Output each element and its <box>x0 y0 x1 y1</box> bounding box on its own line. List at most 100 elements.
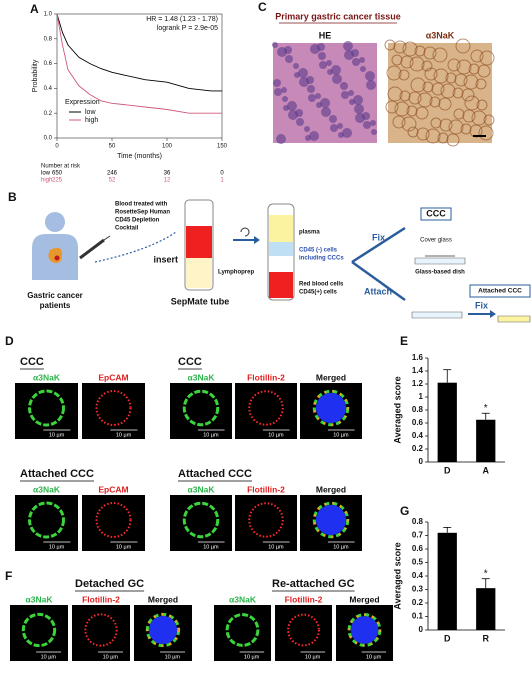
nucleus <box>343 41 353 51</box>
blood <box>186 226 212 258</box>
treatment: Cocktail <box>115 226 139 232</box>
nucleus <box>315 392 347 424</box>
risk-value: 225 <box>52 178 63 184</box>
significance: * <box>484 403 488 414</box>
tumor <box>54 255 60 261</box>
group-title: CCC <box>178 356 202 368</box>
y-tick-label: 0.0 <box>44 136 53 142</box>
cell <box>429 96 441 108</box>
y-tick-label: 0.6 <box>412 544 424 553</box>
nucleus <box>359 57 365 63</box>
stain <box>225 613 260 647</box>
layer-label: CD45 (-) cells <box>299 248 338 254</box>
y-tick-label: 0.2 <box>412 598 424 607</box>
cell <box>455 38 471 54</box>
legend-title: Expression <box>65 99 100 106</box>
legend-entry: high <box>85 117 98 124</box>
channel-label: Flotillin-2 <box>247 484 285 494</box>
syringe <box>79 238 105 260</box>
nucleus <box>354 104 364 114</box>
nucleus <box>284 46 292 54</box>
micrograph <box>82 495 145 551</box>
nucleus <box>315 93 321 99</box>
channel-label: Flotillin-2 <box>285 594 323 604</box>
y-tick-label: 0.8 <box>412 517 424 526</box>
lymphoprep-label: Lymphoprep <box>218 270 254 276</box>
scale-bar-label: 10 µm <box>333 432 349 438</box>
stain <box>146 613 180 647</box>
cell <box>477 64 491 78</box>
risk-row-label: low <box>41 171 51 177</box>
risk-value: 1 <box>220 178 224 184</box>
nucleus <box>308 94 316 102</box>
insert-label: insert <box>153 254 178 264</box>
scale-bar-label: 10 µm <box>203 544 219 550</box>
survival-curve <box>56 13 222 92</box>
cell <box>402 41 418 57</box>
nucleus <box>342 128 352 138</box>
y-tick-label: 0.7 <box>412 531 424 540</box>
y-tick-label: 0.4 <box>412 431 424 440</box>
box <box>469 284 531 298</box>
nucleus <box>360 66 366 72</box>
stain <box>182 389 220 427</box>
y-tick-label: 0.6 <box>412 418 424 427</box>
arrow <box>94 231 177 263</box>
scale-bar-label: 10 µm <box>165 654 181 660</box>
y-tick-label: 0.4 <box>412 571 424 580</box>
channel-label: α3NaK <box>33 484 61 494</box>
y-tick-label: 0.1 <box>412 612 424 621</box>
cell <box>454 73 468 87</box>
risk-value: 52 <box>109 178 116 184</box>
y-tick-label: 1.4 <box>412 366 424 375</box>
nucleus <box>287 101 297 111</box>
x-tick-label: R <box>483 633 490 643</box>
panel-label: F <box>5 569 12 583</box>
y-tick-label: 1.0 <box>44 12 53 18</box>
nucleus <box>371 129 377 135</box>
cell <box>399 90 411 102</box>
cell <box>386 65 402 81</box>
y-tick-label: 0 <box>419 625 424 634</box>
channel-label: Merged <box>316 484 346 494</box>
cell <box>407 126 419 138</box>
cell <box>416 127 430 141</box>
nucleus <box>330 124 338 132</box>
x-tick-label: D <box>444 465 451 475</box>
cell <box>475 78 487 90</box>
nucleus <box>307 85 315 93</box>
micrograph <box>72 605 130 661</box>
nucleus <box>332 74 342 84</box>
channel-label: EpCAM <box>98 484 128 494</box>
y-axis-label: Averaged score <box>392 542 402 609</box>
cell <box>394 101 410 117</box>
dish <box>411 311 463 319</box>
risk-value: 0 <box>220 171 224 177</box>
y-tick-label: 0 <box>419 457 424 466</box>
arrowhead <box>254 236 260 244</box>
stain <box>95 501 132 539</box>
stain <box>182 501 220 539</box>
stain <box>84 613 118 647</box>
nucleus <box>366 80 376 90</box>
cell <box>476 99 488 111</box>
channel-label: Flotillin-2 <box>82 594 120 604</box>
nucleus <box>337 123 343 129</box>
nucleus <box>353 95 363 105</box>
group-title: CCC <box>20 356 44 368</box>
nucleus <box>306 76 314 84</box>
x-tick-label: 0 <box>55 144 59 150</box>
panel-label: A <box>30 2 39 16</box>
group-title: Attached CCC <box>178 468 252 480</box>
group-title: Re-attached GC <box>272 578 355 590</box>
nucleus <box>350 616 379 644</box>
y-tick-label: 0.5 <box>412 558 424 567</box>
cell <box>478 125 494 141</box>
panel-label: G <box>400 504 409 518</box>
plasma-layer <box>269 215 293 242</box>
cell <box>430 117 442 129</box>
y-tick-label: 0.3 <box>412 585 424 594</box>
group-title: Attached CCC <box>20 468 94 480</box>
channel-label: Merged <box>349 594 379 604</box>
cell <box>445 72 457 84</box>
